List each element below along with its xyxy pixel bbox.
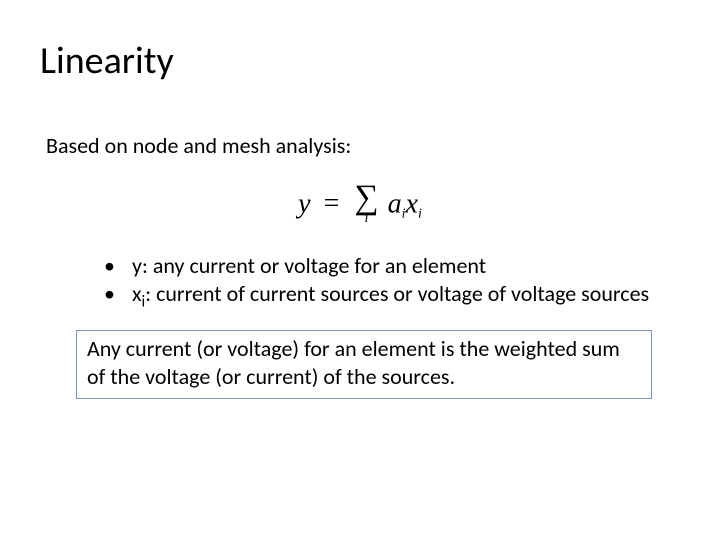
bullet-text: : current of current sources or voltage … (145, 280, 649, 307)
list-item: •xi: current of current sources or volta… (118, 280, 680, 312)
equation-row: y = ∑ i aixi (40, 183, 680, 226)
bullet-text: : any current or voltage for an element (142, 252, 486, 279)
equation-coef: a (388, 188, 402, 219)
bullet-prefix: y (132, 252, 142, 279)
equation: y = ∑ i aixi (298, 183, 422, 226)
equation-lhs: y (298, 188, 310, 219)
bullet-icon: • (118, 280, 132, 308)
slide-title: Linearity (40, 38, 680, 84)
equation-equals: = (324, 188, 340, 219)
slide: Linearity Based on node and mesh analysi… (0, 0, 720, 540)
intro-text: Based on node and mesh analysis: (46, 132, 680, 159)
bullet-list: •y: any current or voltage for an elemen… (118, 252, 680, 313)
bullet-icon: • (118, 252, 132, 280)
sigma-block: ∑ i (354, 183, 378, 226)
box-text: Any current (or voltage) for an element … (87, 335, 620, 390)
highlight-box: Any current (or voltage) for an element … (76, 330, 652, 399)
bullet-prefix: x (132, 280, 142, 307)
equation-var: x (406, 188, 418, 219)
list-item: •y: any current or voltage for an elemen… (118, 252, 680, 280)
equation-var-sub: i (418, 206, 422, 221)
sigma-icon: ∑ (354, 183, 378, 214)
